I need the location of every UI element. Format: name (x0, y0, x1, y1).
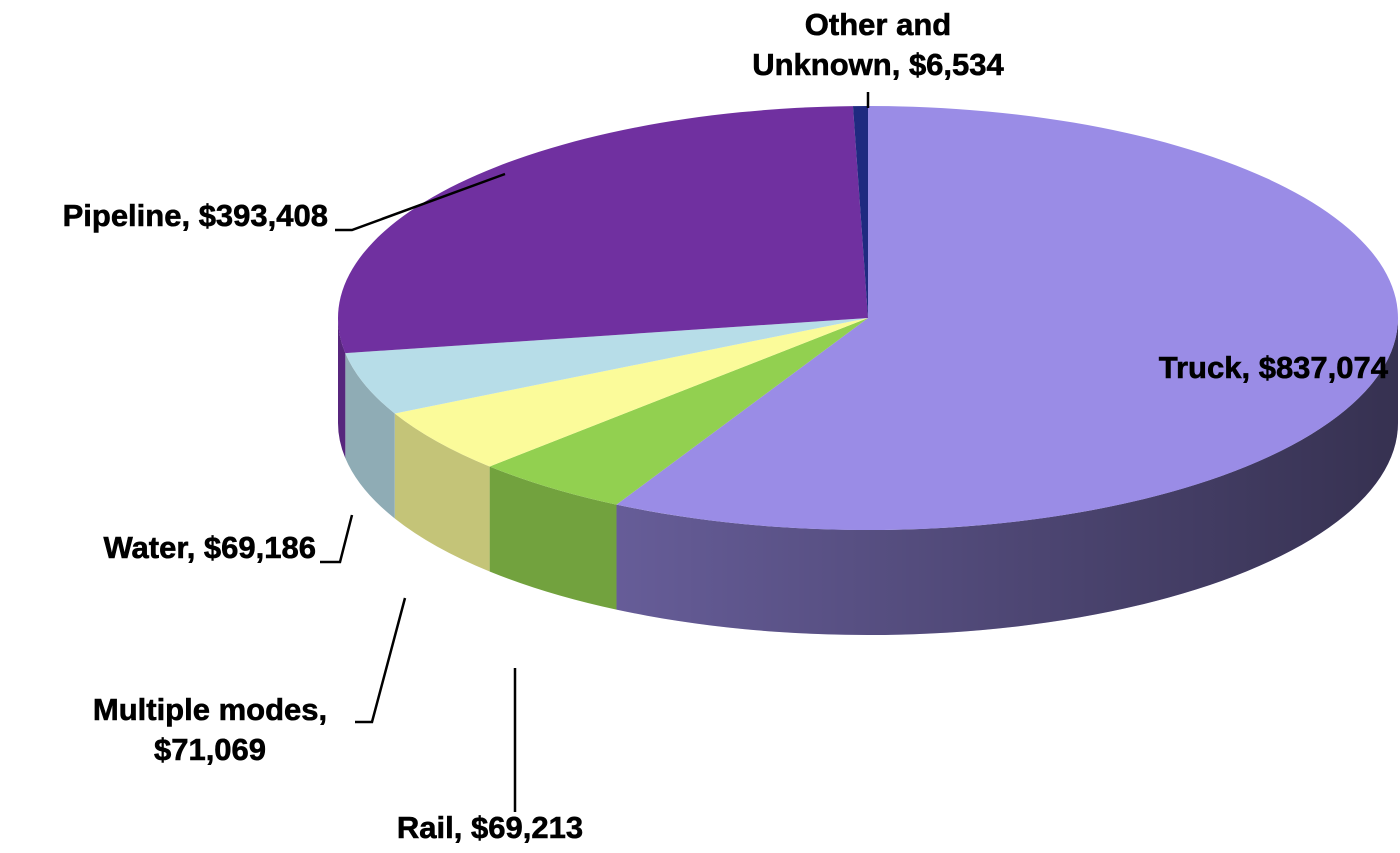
data-label: Truck, $837,074 (1159, 350, 1389, 385)
slice-side (489, 466, 617, 610)
slice-side (345, 353, 395, 519)
data-label: Multiple modes, (93, 692, 327, 727)
slice (345, 318, 868, 414)
data-label: Other and (805, 7, 951, 42)
slice (616, 106, 1398, 530)
slice (394, 318, 868, 467)
slice-side (394, 413, 490, 572)
leader-line (335, 172, 506, 232)
slice (489, 318, 868, 505)
slice (852, 106, 868, 318)
pie-sides (338, 318, 1398, 635)
data-labels: Truck, $837,074 Rail, $69,213 Multiple mod… (62, 7, 1389, 846)
slice (338, 106, 868, 354)
slice-side (338, 318, 346, 459)
data-label: Water, $69,186 (103, 530, 316, 565)
slice-side-shade (616, 318, 1398, 635)
data-label: Unknown, $6,534 (752, 47, 1004, 82)
data-label: Rail, $69,213 (397, 810, 583, 845)
data-label: $71,069 (154, 732, 266, 767)
data-label: Pipeline, $393,408 (63, 198, 328, 233)
leader-line (320, 514, 354, 564)
leader-line (355, 597, 407, 724)
pie-tops (338, 106, 1398, 530)
